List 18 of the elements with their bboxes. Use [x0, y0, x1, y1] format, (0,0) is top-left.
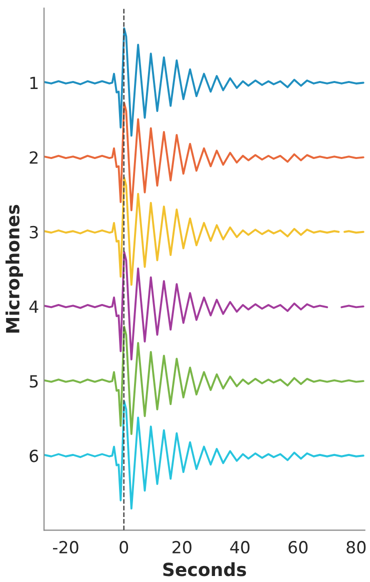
x-tick-label: 60 [288, 540, 308, 554]
y-tick-label: 3 [30, 226, 38, 238]
x-tick-label: -20 [53, 540, 78, 554]
line-series [44, 27, 364, 137]
x-tick-label: 40 [230, 540, 250, 554]
line-series [44, 400, 364, 510]
x-tick-label: 80 [346, 540, 366, 554]
line-series [44, 326, 364, 435]
y-tick-label: 1 [30, 76, 38, 90]
x-tick-label: 20 [172, 540, 192, 554]
x-tick-label: 0 [120, 540, 128, 554]
y-tick-label: 6 [30, 450, 38, 462]
y-axis-title: Microphones [6, 204, 24, 333]
y-tick-label: 2 [30, 151, 38, 164]
y-tick-label: 4 [29, 300, 38, 313]
line-series [44, 102, 364, 212]
x-axis-title: Seconds [163, 562, 246, 576]
y-tick-label: 5 [30, 375, 38, 388]
